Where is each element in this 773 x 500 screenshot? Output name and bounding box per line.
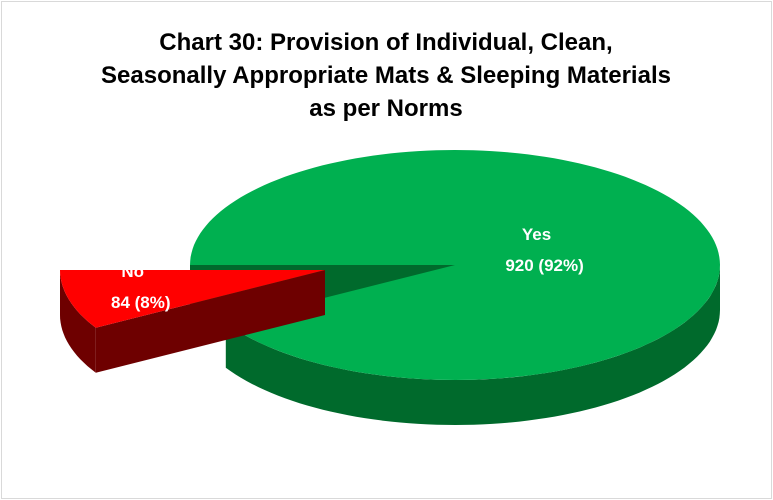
chart-title: Chart 30: Provision of Individual, Clean… [101, 29, 671, 122]
slice [60, 270, 325, 328]
slice-label-name: No [121, 262, 144, 281]
slice-label-name: Yes [522, 225, 551, 244]
slice-label-value: 84 (8%) [111, 293, 171, 312]
slice [190, 150, 720, 380]
slice-side [225, 265, 721, 425]
slice-cut-face [95, 270, 325, 373]
slice-label-value: 920 (92%) [505, 256, 583, 275]
slice-side [60, 270, 96, 373]
